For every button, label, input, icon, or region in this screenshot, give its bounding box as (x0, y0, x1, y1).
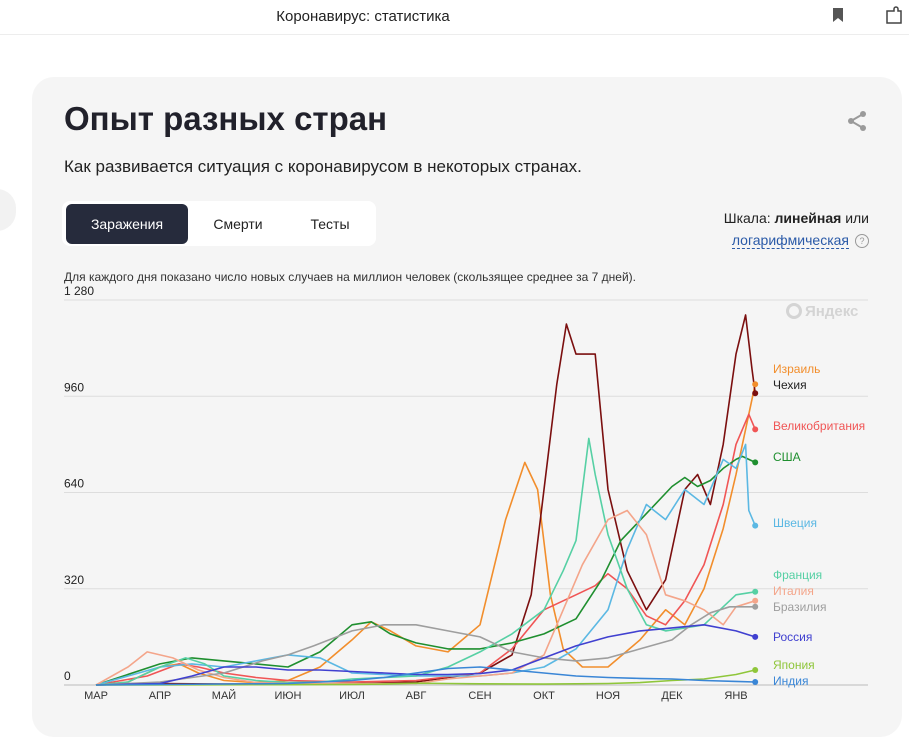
series-end-label: Индия (773, 674, 808, 688)
chart-note: Для каждого дня показано число новых слу… (64, 270, 636, 284)
tab-infections[interactable]: Заражения (66, 204, 188, 244)
infections-chart: 0 320 640 960 1 280 МАР АПР МАЙ ИЮН ИЮЛ АВГ СЕН ОКТ Н… (64, 284, 868, 702)
x-tick-label: ИЮН (275, 690, 302, 702)
share-icon[interactable] (846, 110, 868, 132)
series-line (95, 669, 756, 686)
series-line (95, 509, 756, 686)
scale-current: линейная (774, 210, 842, 226)
x-tick-label: АПР (149, 690, 171, 702)
series-end-dot (752, 459, 759, 466)
tab-deaths[interactable]: Смерти (194, 204, 282, 244)
series-end-dot (752, 666, 759, 673)
scale-log-link[interactable]: логарифмическая (731, 232, 849, 249)
series-line (95, 413, 756, 686)
series-end-dot (752, 633, 759, 640)
x-tick-label: ЯНВ (724, 690, 747, 702)
series-end-dot (752, 588, 759, 595)
scale-prefix: Шкала: (723, 210, 771, 226)
series-end-dot (752, 678, 759, 685)
metric-tabs: Заражения Смерти Тесты (62, 201, 376, 246)
series-end-dot (752, 381, 759, 388)
series-line (95, 666, 756, 686)
series-end-dot (752, 597, 759, 604)
series-end-label: Израиль (773, 362, 820, 376)
y-tick-label: 320 (64, 573, 84, 587)
scale-switcher: Шкала: линейная или логарифмическая? (724, 207, 869, 251)
series-line (95, 624, 756, 686)
series-end-label: Швеция (773, 516, 817, 530)
side-scroll-button[interactable] (0, 189, 16, 231)
browser-topbar: Коронавирус: статистика (0, 0, 909, 35)
series-end-label: Италия (773, 584, 814, 598)
series-end-label: Россия (773, 630, 812, 644)
series-end-label: Великобритания (773, 419, 865, 433)
extension-icon[interactable] (884, 6, 904, 26)
yandex-logo-icon (786, 303, 802, 319)
series-end-dot (752, 390, 759, 397)
bookmark-icon[interactable] (832, 7, 844, 23)
x-tick-label: ИЮЛ (339, 690, 365, 702)
y-tick-label: 960 (64, 380, 84, 394)
series-line (95, 606, 756, 686)
x-tick-label: МАЙ (212, 689, 236, 702)
y-tick-label: 640 (64, 477, 84, 491)
series-end-dot (752, 426, 759, 433)
x-tick-label: АВГ (406, 690, 427, 702)
series-line (95, 455, 756, 686)
series-end-label: США (773, 450, 801, 464)
series-end-label: Чехия (773, 378, 807, 392)
x-tick-label: НОЯ (596, 690, 620, 702)
x-tick-label: ДЕК (661, 690, 683, 702)
yandex-watermark: Яндекс (786, 303, 858, 320)
help-icon[interactable]: ? (855, 234, 869, 249)
x-tick-label: ОКТ (533, 690, 555, 702)
card-title: Опыт разных стран (64, 100, 388, 137)
browser-title: Коронавирус: статистика (276, 8, 450, 25)
series-end-label: Франция (773, 568, 822, 582)
scale-or: или (845, 210, 869, 226)
series-end-label: Бразилия (773, 600, 827, 614)
series-end-dot (752, 603, 759, 610)
y-tick-label: 1 280 (64, 284, 94, 298)
tab-tests[interactable]: Тесты (288, 204, 372, 244)
y-tick-label: 0 (64, 669, 71, 683)
x-tick-label: СЕН (468, 690, 491, 702)
series-line (95, 384, 756, 686)
series-line (95, 443, 756, 686)
series-end-dot (752, 522, 759, 529)
card-subtitle: Как развивается ситуация с коронавирусом… (64, 157, 582, 176)
x-tick-label: МАР (84, 690, 108, 702)
watermark-text: Яндекс (805, 303, 859, 320)
series-end-label: Япония (773, 658, 815, 672)
country-experience-card (32, 77, 902, 737)
